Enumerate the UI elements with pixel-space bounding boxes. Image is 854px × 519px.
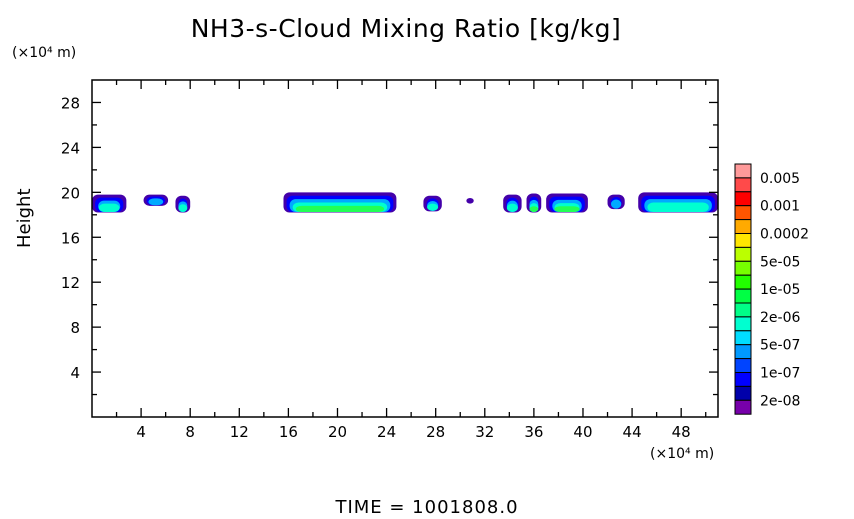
colorbar-swatch	[734, 233, 752, 248]
colorbar-swatch	[734, 302, 752, 318]
x-axis-unit: (×10⁴ m)	[650, 446, 715, 462]
cloud-region-4-level-3	[427, 203, 439, 211]
x-tick-label: 16	[279, 423, 298, 441]
x-tick-label: 8	[185, 423, 195, 441]
cloud-region-5-level-0	[466, 197, 474, 204]
cloud-region-10-level-3	[647, 202, 709, 212]
x-tick-label: 28	[426, 423, 445, 441]
colorbar-label: 0.005	[760, 171, 800, 187]
colorbar-swatch	[734, 344, 752, 360]
colorbar-swatch	[734, 205, 752, 221]
colorbar-swatch	[734, 358, 752, 374]
cloud-region-0-level-3	[98, 203, 120, 212]
plot-frame	[91, 79, 719, 418]
x-tick-label: 12	[230, 423, 249, 441]
colorbar-swatch	[734, 330, 752, 346]
cloud-region-6-level-3	[506, 203, 518, 212]
colorbar-label: 5e-07	[760, 338, 800, 354]
cloud-region-3-level-4	[295, 205, 385, 212]
y-tick-label: 24	[61, 139, 80, 157]
cloud-region-1-level-2	[148, 198, 164, 206]
colorbar-swatch	[734, 399, 752, 415]
x-tick-label: 24	[377, 423, 396, 441]
colorbar-label: 5e-05	[760, 254, 800, 270]
x-tick-label: 44	[623, 423, 642, 441]
y-tick-label: 28	[61, 94, 80, 112]
colorbar-swatch	[734, 288, 752, 304]
colorbar-swatch	[734, 163, 752, 179]
colorbar-label: 2e-08	[760, 393, 800, 409]
y-tick-label: 20	[61, 184, 80, 202]
y-tick-label: 16	[61, 229, 80, 247]
x-tick-label: 40	[573, 423, 592, 441]
colorbar-swatch	[734, 246, 752, 262]
colorbar-swatch	[734, 385, 752, 401]
x-tick-label: 20	[328, 423, 347, 441]
chart-title: NH3-s-Cloud Mixing Ratio [kg/kg]	[190, 14, 622, 43]
colorbar-swatch	[734, 316, 752, 332]
x-tick-label: 4	[136, 423, 146, 441]
y-axis-unit: (×10⁴ m)	[12, 45, 77, 61]
colorbar-swatch	[734, 274, 752, 290]
colorbar-label: 2e-06	[760, 310, 800, 326]
y-tick-label: 8	[70, 319, 80, 337]
x-tick-label: 48	[672, 423, 691, 441]
time-footer: TIME = 1001808.0	[335, 497, 519, 518]
cloud-region-7-level-4	[529, 206, 539, 212]
colorbar-swatch	[734, 372, 752, 387]
colorbar-label: 1e-05	[760, 282, 800, 298]
colorbar-label: 0.0002	[760, 227, 809, 243]
cloud-region-2-level-3	[178, 204, 188, 212]
x-tick-label: 32	[475, 423, 494, 441]
colorbar-swatch	[734, 177, 752, 193]
colorbar-label: 1e-07	[760, 366, 800, 382]
x-tick-label: 36	[524, 423, 543, 441]
colorbar-swatch	[734, 260, 752, 276]
colorbar-label: 0.001	[760, 199, 800, 215]
cloud-region-8-level-4	[554, 206, 580, 212]
y-tick-label: 12	[61, 274, 80, 292]
cloud-region-9-level-2	[610, 199, 622, 209]
colorbar-swatch	[734, 219, 752, 235]
y-tick-label: 4	[70, 364, 80, 382]
colorbar-swatch	[734, 191, 752, 207]
